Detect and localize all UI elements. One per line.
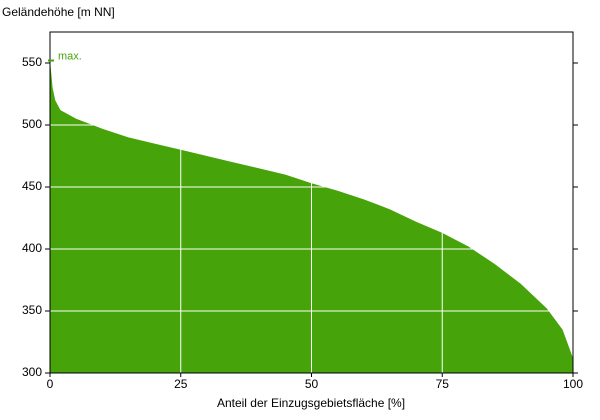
- y-tick-label: 550: [22, 55, 42, 69]
- plot-frame: [49, 31, 574, 374]
- x-tick-label: 50: [305, 377, 319, 391]
- y-tick-label: 500: [22, 117, 42, 131]
- x-tick-label: 25: [174, 377, 188, 391]
- y-axis-label: Geländehöhe [m NN]: [2, 5, 115, 19]
- y-tick-label: 400: [22, 241, 42, 255]
- annotation: max.: [58, 50, 82, 62]
- x-tick-label: 0: [47, 377, 54, 391]
- y-tick-label: 450: [22, 179, 42, 193]
- x-tick-label: 75: [436, 377, 450, 391]
- y-tick-label: 300: [22, 365, 42, 379]
- x-tick-label: 100: [563, 377, 583, 391]
- y-tick-label: 350: [22, 303, 42, 317]
- x-axis-label: Anteil der Einzugsgebietsfläche [%]: [217, 396, 405, 410]
